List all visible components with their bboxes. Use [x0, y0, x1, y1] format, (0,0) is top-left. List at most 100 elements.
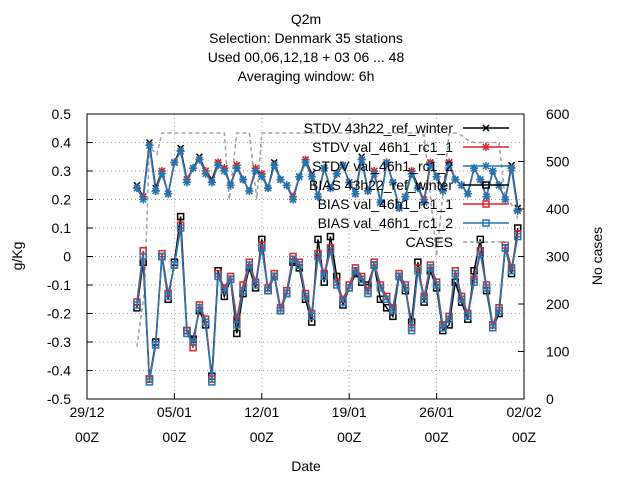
series-line [136, 132, 519, 347]
data-point [232, 164, 241, 173]
data-point [488, 167, 497, 175]
data-point [395, 272, 403, 281]
data-point [170, 158, 179, 167]
data-point [376, 284, 385, 292]
data-point [482, 192, 491, 201]
data-point [451, 269, 460, 278]
data-point [176, 212, 185, 221]
legend-label: BIAS val_46h1_rc1_2 [318, 215, 454, 231]
data-point [457, 295, 466, 303]
legend: STDV 43h22_ref_winter STDV val_46h1_rc1_1… [304, 120, 509, 250]
data-point [326, 247, 335, 255]
data-point [339, 298, 347, 306]
y2-tick-label: 100 [546, 344, 570, 360]
data-point [463, 189, 472, 198]
x-tick-label: 05/01 [157, 404, 192, 420]
data-point [338, 161, 347, 170]
data-point [451, 175, 460, 184]
data-point [351, 267, 360, 275]
data-point [457, 181, 466, 190]
data-point [251, 167, 260, 175]
data-point [382, 158, 391, 167]
data-point [438, 186, 447, 195]
data-point [307, 172, 316, 181]
legend-label: CASES [406, 234, 453, 250]
data-point [482, 219, 490, 227]
data-point [226, 275, 235, 284]
data-point [207, 178, 216, 187]
y-tick-label: -0.2 [47, 306, 71, 322]
y2-tick-label: 400 [546, 201, 570, 217]
data-point [407, 169, 416, 178]
data-point [214, 272, 222, 281]
x-tick-label: 00Z [250, 429, 275, 445]
x-tick-label: 29/12 [69, 404, 104, 420]
data-point [201, 318, 210, 326]
x-tick-label: 26/01 [419, 404, 454, 420]
data-point [464, 312, 472, 321]
data-point [482, 200, 490, 208]
legend-label: STDV val_46h1_rc1_2 [312, 158, 453, 174]
data-point [357, 275, 366, 284]
data-point [507, 164, 516, 173]
data-point [514, 232, 522, 241]
data-point [401, 192, 410, 201]
data-point [189, 164, 198, 173]
data-point [145, 141, 154, 150]
series-line [136, 145, 519, 212]
data-point [258, 244, 266, 252]
data-point [233, 329, 241, 338]
data-point [376, 198, 385, 207]
x-axis-label: Date [291, 458, 321, 474]
chart-title-line: Averaging window: 6h [238, 68, 375, 84]
data-point [201, 169, 210, 178]
axes: -0.5 -0.4 -0.3 -0.2 -0.1 0 0.1 0.2 0.3 0.4 0.5 0 100… [47, 106, 570, 445]
y-tick-label: 0.1 [52, 220, 72, 236]
data-point [482, 181, 490, 189]
y-tick-label: 0.4 [52, 135, 72, 151]
data-point [482, 143, 490, 151]
legend-label: STDV 43h22_ref_winter [304, 120, 454, 136]
data-point [314, 235, 322, 244]
legend-entry: BIAS val_46h1_rc1_1 [318, 196, 509, 212]
data-point [320, 164, 329, 173]
data-point [420, 198, 429, 207]
data-point [345, 284, 353, 292]
data-point [239, 286, 247, 295]
legend-label: BIAS val_46h1_rc1_1 [318, 196, 454, 212]
data-point [439, 324, 447, 332]
y2-tick-label: 0 [546, 391, 554, 407]
x-tick-label: 02/02 [506, 404, 541, 420]
data-point [364, 289, 372, 298]
y2-tick-label: 600 [546, 106, 570, 122]
data-point [370, 169, 379, 178]
data-point [420, 295, 428, 303]
data-point [395, 204, 404, 213]
data-point [151, 186, 160, 195]
data-point [133, 301, 141, 309]
data-point [445, 315, 453, 323]
data-point [320, 272, 328, 281]
legend-label: BIAS 43h22_ref_winter [309, 177, 453, 193]
data-point [276, 175, 285, 184]
data-point [489, 324, 497, 332]
data-point [264, 286, 272, 295]
y-tick-label: -0.5 [47, 391, 71, 407]
legend-entry: BIAS val_46h1_rc1_2 [318, 215, 509, 231]
data-point [332, 281, 341, 289]
data-point [314, 252, 322, 261]
data-point [239, 175, 248, 184]
y-tick-label: -0.1 [47, 277, 71, 293]
data-point [351, 189, 360, 198]
y-tick-label: 0.2 [52, 192, 72, 208]
chart-title-line: Q2m [291, 11, 321, 27]
data-point [195, 304, 204, 312]
x-tick-label: 00Z [337, 429, 362, 445]
chart-title-line: Selection: Denmark 35 stations [209, 30, 403, 46]
data-point [251, 281, 260, 289]
data-point [170, 261, 179, 269]
data-point [382, 295, 391, 303]
data-point [289, 255, 297, 264]
data-point [233, 321, 241, 329]
